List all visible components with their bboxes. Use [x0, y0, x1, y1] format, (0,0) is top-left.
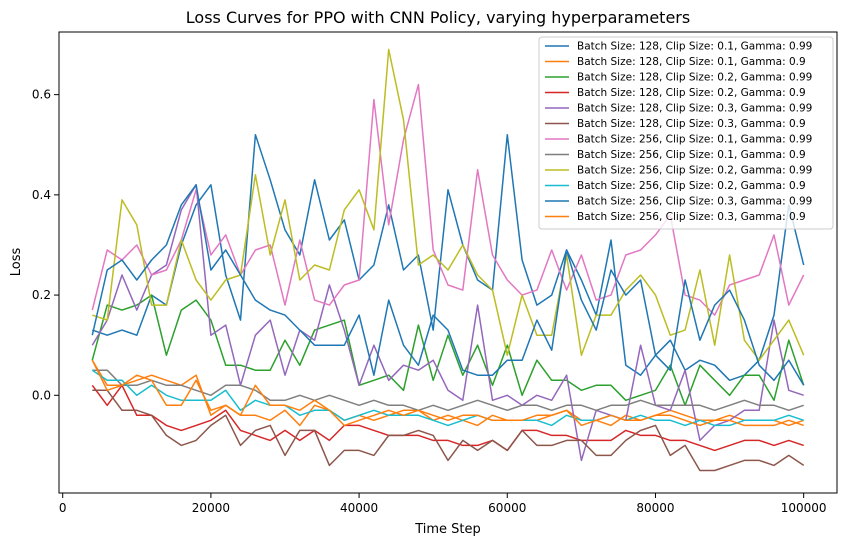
- legend-label-10: Batch Size: 256, Clip Size: 0.2, Gamma: …: [577, 180, 806, 192]
- x-tick-label-5: 100000: [781, 501, 827, 515]
- y-tick-label-1: 0.2: [32, 288, 51, 302]
- series-line-7: [91, 83, 805, 316]
- series-line-10: [91, 369, 804, 427]
- x-tick-label-2: 40000: [340, 501, 378, 515]
- legend-label-9: Batch Size: 256, Clip Size: 0.2, Gamma: …: [577, 165, 812, 177]
- series-line-4: [91, 384, 804, 452]
- legend-label-7: Batch Size: 256, Clip Size: 0.1, Gamma: …: [577, 134, 812, 146]
- x-tick-label-3: 60000: [488, 501, 526, 515]
- legend-box: [538, 36, 834, 230]
- x-axis: 0 20000 40000 60000 80000 100000: [59, 493, 827, 515]
- legend-label-11: Batch Size: 256, Clip Size: 0.3, Gamma: …: [577, 196, 812, 208]
- y-axis: 0.0 0.2 0.4 0.6: [32, 88, 59, 402]
- series-line-11: [91, 184, 805, 386]
- y-axis-label: Loss: [9, 248, 24, 277]
- x-tick-label-1: 20000: [192, 501, 230, 515]
- legend-label-12: Batch Size: 256, Clip Size: 0.3, Gamma: …: [577, 211, 806, 223]
- series-line-12: [91, 359, 804, 427]
- legend-label-2: Batch Size: 128, Clip Size: 0.1, Gamma: …: [577, 56, 806, 68]
- legend-label-4: Batch Size: 128, Clip Size: 0.2, Gamma: …: [577, 87, 806, 99]
- y-tick-label-3: 0.6: [32, 88, 51, 102]
- legend-label-5: Batch Size: 128, Clip Size: 0.3, Gamma: …: [577, 103, 812, 115]
- x-tick-label-0: 0: [59, 501, 67, 515]
- series-line-6: [92, 389, 805, 472]
- x-axis-label: Time Step: [414, 522, 481, 537]
- series-line-5: [91, 184, 804, 462]
- chart-title: Loss Curves for PPO with CNN Policy, var…: [186, 8, 690, 27]
- plot-area: [91, 48, 805, 472]
- legend-label-3: Batch Size: 128, Clip Size: 0.2, Gamma: …: [577, 72, 812, 84]
- series-line-8: [92, 369, 804, 412]
- legend-label-6: Batch Size: 128, Clip Size: 0.3, Gamma: …: [577, 118, 806, 130]
- plot-frame: [58, 31, 838, 494]
- legend-label-8: Batch Size: 256, Clip Size: 0.1, Gamma: …: [577, 149, 806, 161]
- legend: Batch Size: 128, Clip Size: 0.1, Gamma: …: [538, 36, 834, 230]
- y-tick-label-2: 0.4: [32, 188, 51, 202]
- legend-label-1: Batch Size: 128, Clip Size: 0.1, Gamma: …: [577, 41, 812, 53]
- y-tick-label-0: 0.0: [32, 388, 51, 402]
- series-line-9: [92, 48, 805, 361]
- series-line-2: [91, 359, 804, 427]
- x-tick-label-4: 80000: [636, 501, 674, 515]
